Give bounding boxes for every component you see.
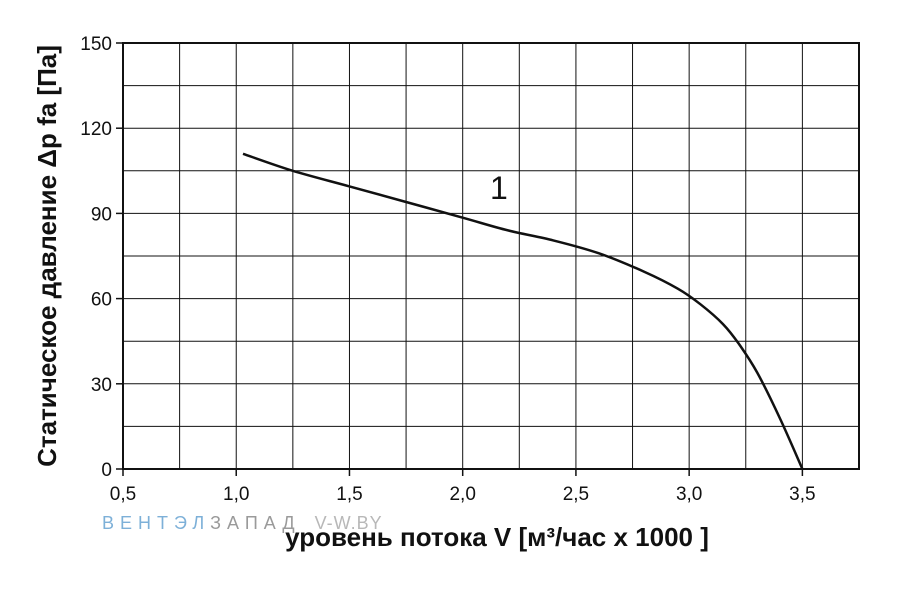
series-label-1: 1 — [490, 170, 508, 206]
x-tick-label: 1,5 — [336, 484, 362, 505]
plot-frame — [122, 42, 860, 470]
series-layer: 1 — [242, 152, 804, 470]
y-tick-label: 60 — [91, 290, 112, 311]
watermark-part-3: V-W.BY — [315, 513, 383, 533]
x-tick-label: 2,0 — [449, 484, 475, 505]
y-axis: 0 30 60 90 120 150 — [80, 34, 123, 481]
x-axis-title: уровень потока V [м³/час x 1000 ] — [285, 522, 709, 552]
x-tick-label: 1,0 — [223, 484, 249, 505]
y-tick-label: 0 — [101, 460, 112, 481]
x-tick-label: 3,5 — [789, 484, 815, 505]
x-tick-label: 0,5 — [110, 484, 136, 505]
grid — [123, 43, 859, 469]
watermark-part-1: ВЕНТЭЛ — [102, 513, 210, 533]
y-tick-label: 90 — [91, 204, 112, 225]
watermark: ВЕНТЭЛЗАПАД V-W.BY — [102, 513, 383, 533]
x-axis: 0,5 1,0 1,5 2,0 2,5 3,0 3,5 — [110, 469, 816, 505]
x-tick-label: 2,5 — [563, 484, 589, 505]
series-line-1 — [242, 152, 804, 470]
y-tick-label: 150 — [80, 34, 112, 55]
y-tick-label: 120 — [80, 119, 112, 140]
watermark-part-2: ЗАПАД — [210, 513, 300, 533]
y-axis-title: Статическое давление Δp fa [Па] — [32, 45, 62, 467]
x-tick-label: 3,0 — [676, 484, 702, 505]
y-tick-label: 30 — [91, 375, 112, 396]
